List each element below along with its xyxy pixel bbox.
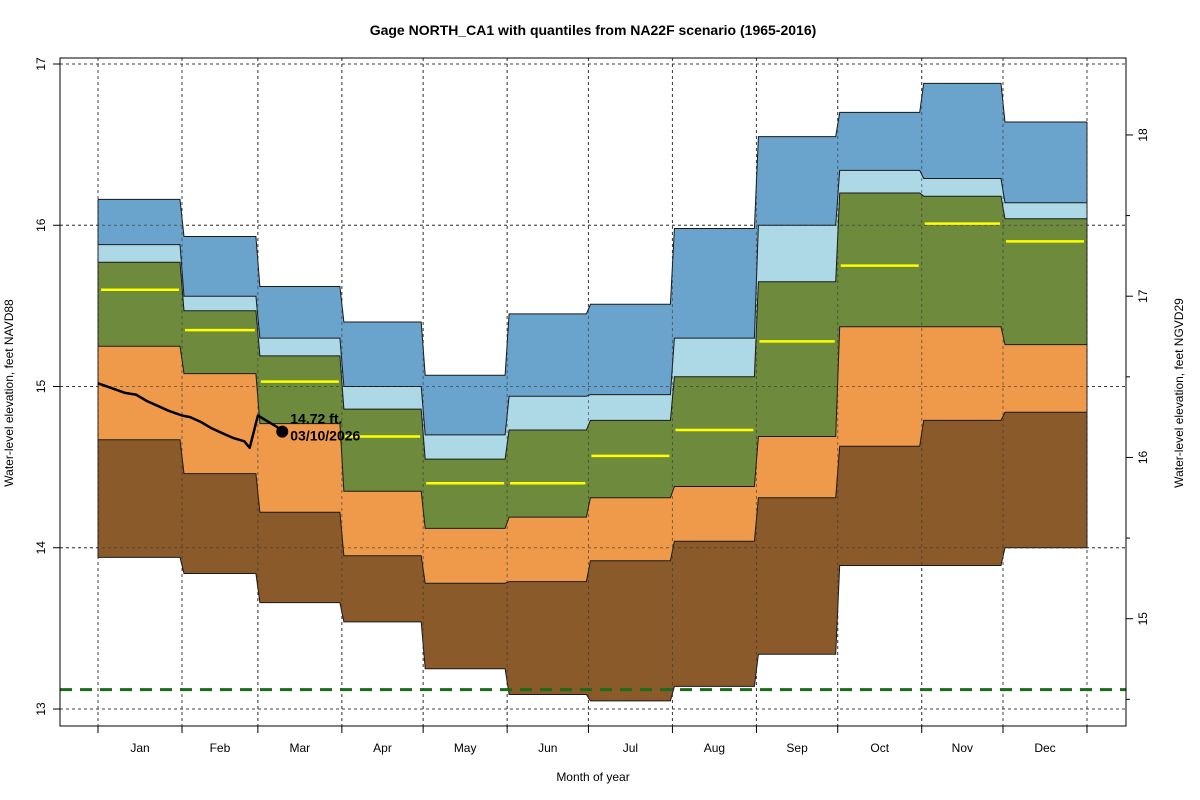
x-tick-label-oct: Oct — [870, 741, 889, 755]
x-tick-label-jun: Jun — [538, 741, 557, 755]
current-value-marker — [276, 425, 289, 438]
current-series-line — [97, 382, 284, 450]
boundary-line-max — [98, 82, 1087, 376]
y-tick-label-left: 17 — [34, 57, 48, 71]
x-tick-label-dec: Dec — [1034, 741, 1055, 755]
x-tick-label-may: May — [454, 741, 477, 755]
y-tick-label-right: 17 — [1136, 289, 1150, 303]
y-tick-label-left: 16 — [34, 218, 48, 232]
band-q-lo1-to-q-hi1 — [98, 193, 1087, 529]
y-tick-label-left: 13 — [34, 702, 48, 716]
axes: 13 14 15 16 17 15 16 17 18 Jan Feb Mar Apr May Jun Jul A… — [34, 57, 1150, 755]
y-tick-label-left: 15 — [34, 380, 48, 394]
boundary-line-q-lo2 — [98, 411, 1087, 584]
annotation-date-label: 03/10/2026 — [290, 428, 360, 444]
x-tick-label-apr: Apr — [373, 741, 392, 755]
band-q-lo2-to-q-lo1 — [98, 326, 1087, 584]
x-tick-label-nov: Nov — [952, 741, 973, 755]
y-tick-label-right: 15 — [1136, 612, 1150, 626]
boundary-line-min — [98, 547, 1087, 702]
band-q-hi2-to-max — [98, 83, 1087, 435]
y-axis-label-left: Water-level elevation, feet NAVD88 — [2, 299, 16, 487]
current-series-group — [97, 382, 289, 450]
y-tick-label-right: 18 — [1136, 128, 1150, 142]
x-tick-label-feb: Feb — [210, 741, 231, 755]
annotation-group: 14.72 ft. 03/10/2026 — [290, 411, 360, 444]
x-tick-label-mar: Mar — [290, 741, 311, 755]
x-axis-label: Month of year — [556, 770, 629, 784]
x-tick-label-jul: Jul — [623, 741, 638, 755]
x-tick-label-jan: Jan — [130, 741, 149, 755]
chart-title: Gage NORTH_CA1 with quantiles from NA22F… — [370, 22, 817, 38]
x-tick-label-aug: Aug — [704, 741, 725, 755]
y-axis-label-right: Water-level elevation, feet NGVD29 — [1172, 298, 1186, 488]
quantile-bands — [60, 58, 1126, 726]
x-tick-label-sep: Sep — [786, 741, 808, 755]
grid-overlay — [60, 58, 1126, 726]
median-lines — [101, 222, 1084, 485]
band-min-to-q-lo2 — [98, 412, 1087, 701]
plot-frame — [59, 57, 1127, 727]
y-tick-label-right: 16 — [1136, 450, 1150, 464]
annotation-value-label: 14.72 ft. — [290, 411, 342, 427]
y-tick-label-left: 14 — [34, 541, 48, 555]
